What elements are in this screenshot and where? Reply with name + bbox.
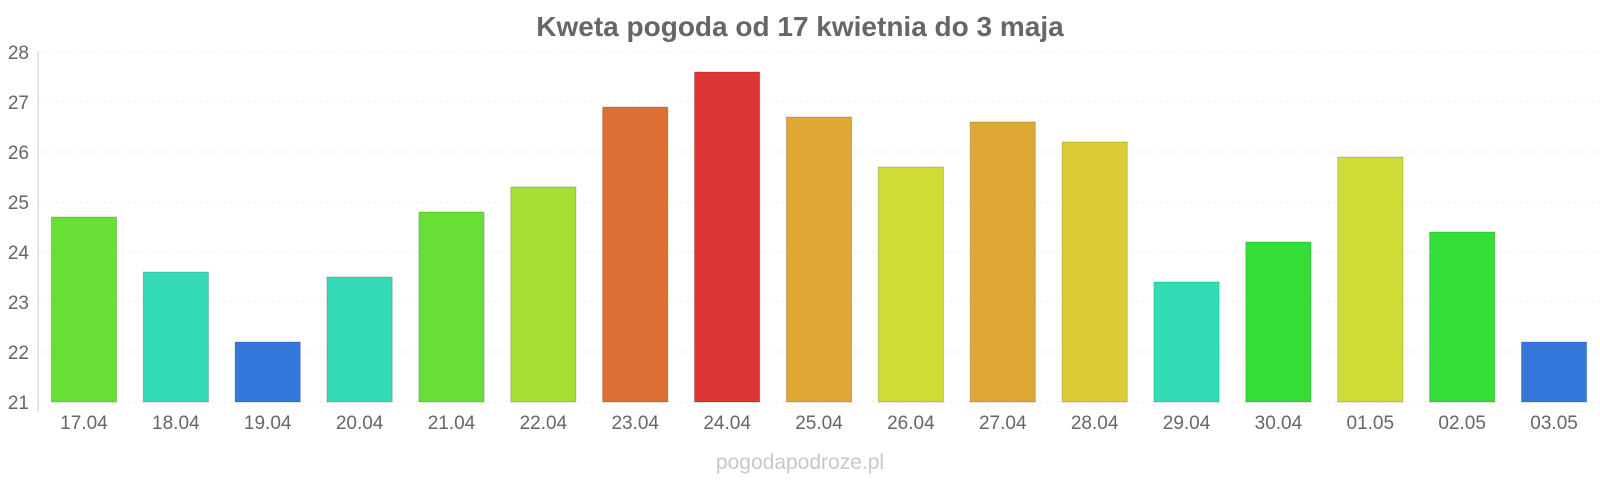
bar-26.04[interactable]	[877, 166, 945, 403]
x-tick-label: 23.04	[611, 413, 659, 434]
bar-24.04[interactable]	[693, 71, 761, 403]
bar-18.04[interactable]	[142, 271, 209, 403]
bar-22.04[interactable]	[510, 186, 577, 403]
x-tick-label: 27.04	[979, 413, 1027, 434]
y-tick-label: 25	[8, 193, 29, 214]
y-tick-label: 27	[8, 93, 29, 114]
bar-03.05[interactable]	[1520, 341, 1588, 403]
x-tick-label: 30.04	[1255, 413, 1303, 434]
bar-21.04[interactable]	[418, 211, 485, 403]
x-tick-label: 24.04	[703, 413, 751, 434]
x-axis-ticks: 17.04 18.04 19.04 20.04 21.04 22.04 23.04 24.04…	[60, 413, 1578, 434]
x-tick-label: 26.04	[887, 413, 935, 434]
y-tick-label: 22	[8, 343, 29, 364]
y-tick-label: 21	[8, 393, 29, 414]
x-tick-label: 28.04	[1071, 413, 1119, 434]
watermark: pogodapodroze.pl	[716, 451, 884, 474]
chart-title: Kweta pogoda od 17 kwietnia do 3 maja	[536, 11, 1064, 42]
bar-27.04[interactable]	[969, 121, 1036, 403]
bar-28.04[interactable]	[1061, 141, 1128, 403]
bar-17.04[interactable]	[50, 216, 118, 403]
x-tick-label: 18.04	[152, 413, 200, 434]
y-tick-label: 28	[8, 43, 29, 64]
bar-02.05[interactable]	[1429, 231, 1496, 403]
bar-23.04[interactable]	[602, 106, 669, 403]
x-tick-label: 19.04	[244, 413, 292, 434]
bar-30.04[interactable]	[1245, 241, 1312, 403]
x-tick-label: 02.05	[1438, 413, 1486, 434]
y-tick-label: 26	[8, 143, 29, 164]
x-tick-label: 22.04	[520, 413, 568, 434]
x-tick-label: 17.04	[60, 413, 108, 434]
bars	[50, 71, 1588, 403]
y-tick-label: 24	[8, 243, 30, 264]
x-tick-label: 20.04	[336, 413, 384, 434]
bar-25.04[interactable]	[785, 116, 853, 403]
y-tick-label: 23	[8, 293, 29, 314]
x-tick-label: 01.05	[1347, 413, 1395, 434]
y-axis-ticks: 21 22 23 24 25 26 27 28	[8, 43, 30, 414]
bar-01.05[interactable]	[1337, 156, 1404, 403]
bar-29.04[interactable]	[1153, 281, 1220, 403]
x-tick-label: 25.04	[795, 413, 843, 434]
bar-19.04[interactable]	[234, 341, 301, 403]
x-tick-label: 21.04	[428, 413, 476, 434]
bar-20.04[interactable]	[326, 276, 393, 403]
x-tick-label: 29.04	[1163, 413, 1211, 434]
x-tick-label: 03.05	[1530, 413, 1578, 434]
